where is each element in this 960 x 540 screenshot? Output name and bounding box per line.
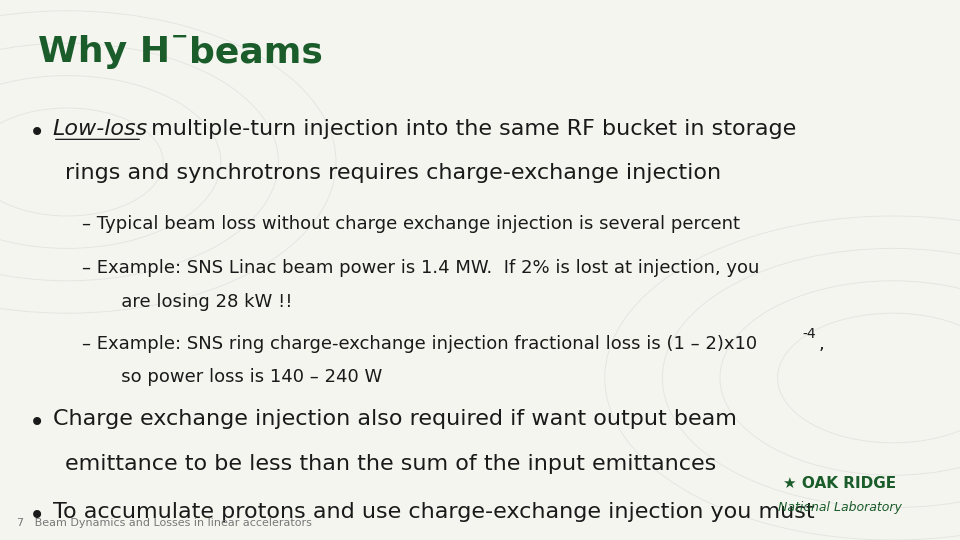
Text: •: • <box>29 409 45 437</box>
Text: – Example: SNS ring charge-exchange injection fractional loss is (1 – 2)x10: – Example: SNS ring charge-exchange inje… <box>82 335 756 353</box>
Text: -4: -4 <box>803 327 816 341</box>
Text: •: • <box>29 119 45 147</box>
Text: National Laboratory: National Laboratory <box>778 501 902 514</box>
Text: ★ OAK RIDGE: ★ OAK RIDGE <box>783 476 897 491</box>
Text: ,: , <box>819 335 825 353</box>
Text: Why H: Why H <box>38 35 171 69</box>
Text: emittance to be less than the sum of the input emittances: emittance to be less than the sum of the… <box>65 454 716 474</box>
Text: Charge exchange injection also required if want output beam: Charge exchange injection also required … <box>53 409 736 429</box>
Text: −: − <box>217 538 229 540</box>
Text: beams: beams <box>189 35 323 69</box>
Text: are losing 28 kW !!: are losing 28 kW !! <box>104 293 292 310</box>
Text: so power loss is 140 – 240 W: so power loss is 140 – 240 W <box>104 368 382 386</box>
Text: −: − <box>171 27 188 47</box>
Text: – Typical beam loss without charge exchange injection is several percent: – Typical beam loss without charge excha… <box>82 215 739 233</box>
Text: •: • <box>29 502 45 530</box>
Text: To accumulate protons and use charge-exchange injection you must: To accumulate protons and use charge-exc… <box>53 502 814 522</box>
Text: multiple-turn injection into the same RF bucket in storage: multiple-turn injection into the same RF… <box>144 119 796 139</box>
Text: rings and synchrotrons requires charge-exchange injection: rings and synchrotrons requires charge-e… <box>65 163 721 183</box>
Text: Low-loss: Low-loss <box>53 119 148 139</box>
Text: – Example: SNS Linac beam power is 1.4 MW.  If 2% is lost at injection, you: – Example: SNS Linac beam power is 1.4 M… <box>82 259 759 277</box>
Text: 7   Beam Dynamics and Losses in linear accelerators: 7 Beam Dynamics and Losses in linear acc… <box>17 518 312 528</box>
